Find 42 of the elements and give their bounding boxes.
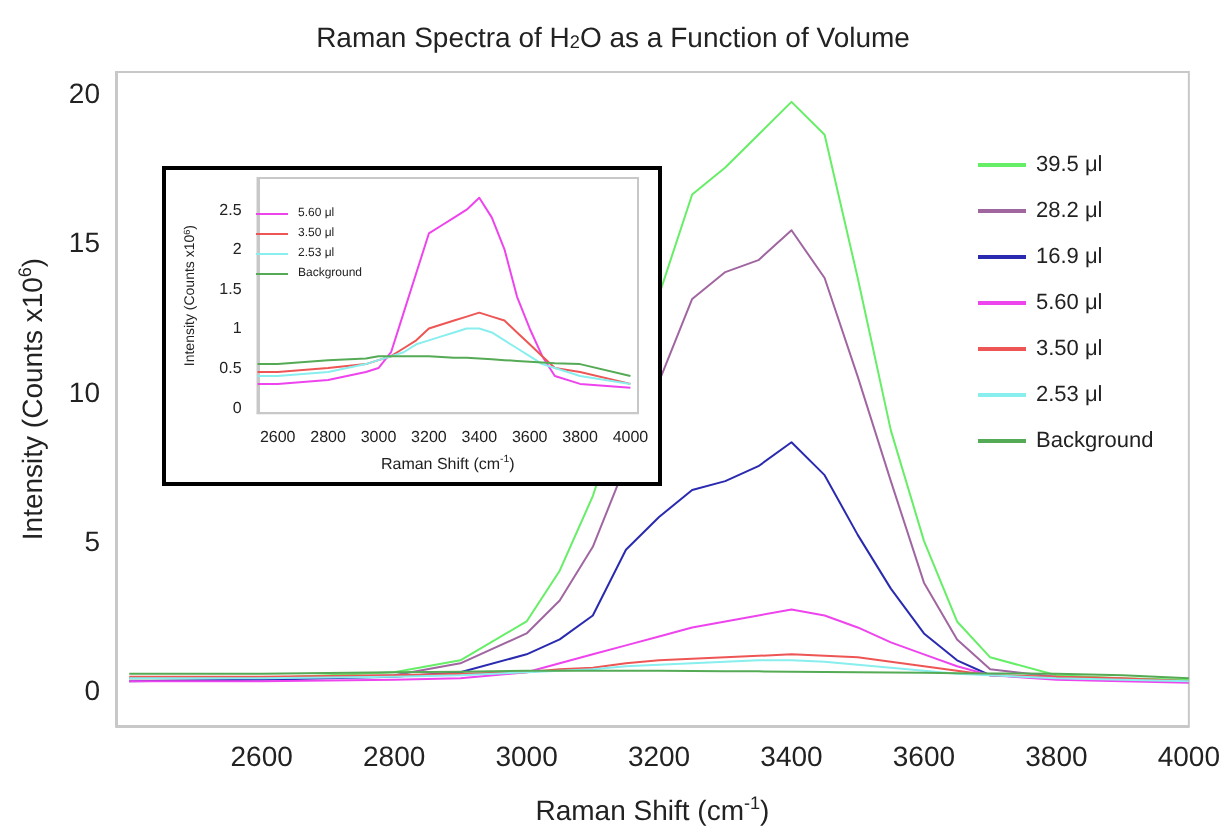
x-tick-label: 4000 xyxy=(612,428,650,447)
y-tick-label: 20 xyxy=(68,76,101,109)
x-tick-label: 3400 xyxy=(760,740,824,772)
y-axis-title: Intensity (Counts x106) xyxy=(15,257,48,541)
x-tick-label: 3800 xyxy=(562,428,599,447)
legend-label: 3.50 μl xyxy=(1036,337,1103,361)
x-tick-label: 3200 xyxy=(411,428,448,447)
x-tick-label: 3800 xyxy=(1025,740,1088,772)
x-tick-label: 2600 xyxy=(259,428,297,447)
x-tick-label: 3600 xyxy=(892,740,956,772)
x-tick-label: 3400 xyxy=(461,428,499,447)
y-tick-label: 0 xyxy=(232,398,243,417)
y-tick-label: 0 xyxy=(84,674,101,707)
x-tick-label: 2600 xyxy=(230,740,294,772)
chart-title: Raman Spectra of H2O as a Function of Volume xyxy=(316,20,911,53)
x-tick-label: 3000 xyxy=(495,740,559,772)
x-tick-label: 2800 xyxy=(310,428,347,447)
x-tick-label: 4000 xyxy=(1157,740,1221,772)
x-tick-label: 3200 xyxy=(627,740,691,772)
y-tick-label: 1.5 xyxy=(219,279,243,298)
y-tick-label: 2 xyxy=(232,240,243,259)
x-tick-label: 3600 xyxy=(511,428,549,447)
line-series xyxy=(256,327,632,385)
y-tick-label: 10 xyxy=(68,375,101,408)
legend-label: 28.2 μl xyxy=(1036,199,1103,223)
y-tick-label: 0.5 xyxy=(219,359,243,378)
line-series xyxy=(128,659,1190,683)
line-series xyxy=(256,196,632,389)
legend-label: 39.5 μl xyxy=(1036,153,1103,177)
x-tick-label: 3000 xyxy=(360,428,398,447)
line-series xyxy=(256,311,632,385)
line-series xyxy=(128,608,1190,684)
legend-label: 2.53 μl xyxy=(1036,383,1103,407)
line-series xyxy=(256,355,632,377)
legend-label: Background xyxy=(1036,429,1154,453)
y-tick-label: 15 xyxy=(68,226,101,259)
legend-label: 16.9 μl xyxy=(1036,245,1103,269)
legend-label: 5.60 μl xyxy=(1036,291,1103,315)
y-tick-label: 2.5 xyxy=(219,200,243,219)
x-tick-label: 2800 xyxy=(362,740,426,772)
y-tick-label: 5 xyxy=(84,524,101,557)
y-tick-label: 1 xyxy=(232,319,243,338)
